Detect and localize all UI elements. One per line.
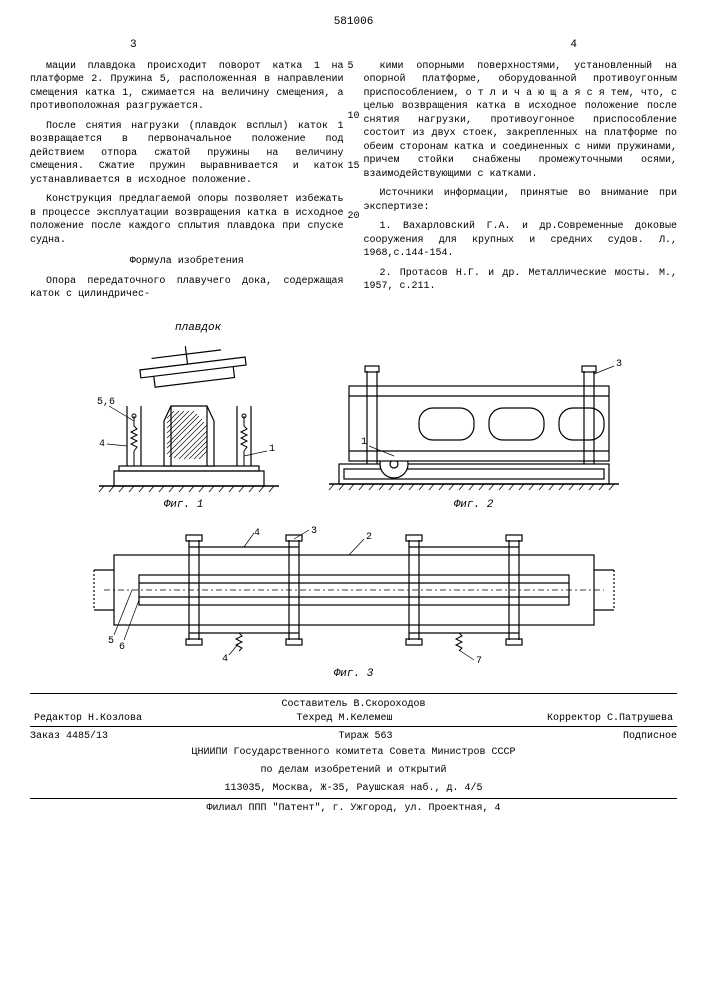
figures-section: плавдок 1 4 5,6 Фиг. 1 [30,316,677,683]
plavdok-label: плавдок [175,322,222,334]
fig3-num-4b: 4 [222,654,228,665]
footer: Составитель В.Скороходов Редактор Н.Козл… [30,693,677,816]
fig3-label: Фиг. 3 [334,667,374,682]
podpisnoe: Подписное [623,730,677,744]
line-number-markers: 5 10 15 20 [347,60,359,224]
figure-1: плавдок 1 4 5,6 Фиг. 1 [79,316,289,513]
document-number: 581006 [30,15,677,30]
figures-row-1: плавдок 1 4 5,6 Фиг. 1 [30,316,677,513]
left-p1: мации плавдока происходит поворот катка … [30,60,344,114]
fig2-num-3: 3 [616,359,622,370]
sources-title: Источники информации, принятые во вниман… [364,187,678,214]
right-column: кими опорными поверхностями, установленн… [364,60,678,308]
footer-row-3: Заказ 4485/13 Тираж 563 Подписное [30,726,677,744]
line-marker-10: 10 [347,110,359,124]
figure-1-svg: плавдок 1 4 5,6 [79,316,289,496]
fig2-label: Фиг. 2 [454,498,494,513]
fig3-num-2: 2 [366,532,372,543]
ref2: 2. Протасов Н.Г. и др. Металлические мос… [364,267,678,294]
fig3-num-3: 3 [311,526,317,537]
fig3-num-6: 6 [119,642,125,653]
left-p4: Опора передаточного плавучего дока, соде… [30,275,344,302]
sostavitel: Составитель В.Скороходов [281,698,425,712]
figure-3-svg: 2 3 4 7 5 6 4 [84,525,624,665]
tehred: Техред М.Келемеш [296,712,392,726]
figures-row-2: 2 3 4 7 5 6 4 Фиг. 3 [30,525,677,682]
fig1-num-4: 4 [99,439,105,450]
line-marker-5: 5 [347,60,359,74]
org2: по делам изобретений и открытий [30,762,677,780]
line-marker-20: 20 [347,210,359,224]
figure-2: 1 3 Фиг. 2 [319,316,629,513]
address: 113035, Москва, Ж-35, Раушская наб., д. … [30,780,677,798]
formula-title: Формула изобретения [30,255,344,269]
ref1: 1. Вахарловский Г.А. и др.Современные до… [364,220,678,261]
fig3-num-7: 7 [476,656,482,665]
fig1-label: Фиг. 1 [164,498,204,513]
page-container: 581006 3 4 5 10 15 20 мации плавдока про… [0,0,707,1000]
right-p1: кими опорными поверхностями, установленн… [364,60,678,182]
line-marker-15: 15 [347,160,359,174]
filial: Филиал ППП "Патент", г. Ужгород, ул. Про… [30,798,677,816]
fig1-num-56: 5,6 [97,397,115,408]
fig3-num-5: 5 [108,636,114,647]
figure-2-svg: 1 3 [319,316,629,496]
column-page-numbers: 3 4 [30,38,677,53]
fig1-num-1: 1 [269,444,275,455]
redaktor: Редактор Н.Козлова [34,712,142,726]
left-p2: После снятия нагрузки (плавдок всплыл) к… [30,120,344,188]
footer-row-2: Редактор Н.Козлова Техред М.Келемеш Корр… [30,712,677,726]
fig2-num-1: 1 [361,437,367,448]
page-left: 3 [130,38,137,53]
left-p3: Конструкция предлагаемой опоры позволяет… [30,193,344,247]
footer-row-1: Составитель В.Скороходов [30,698,677,712]
figure-3: 2 3 4 7 5 6 4 Фиг. 3 [84,525,624,682]
korrektor: Корректор С.Патрушева [547,712,673,726]
fig3-num-4t: 4 [254,528,260,539]
page-right: 4 [570,38,577,53]
zakaz: Заказ 4485/13 [30,730,108,744]
tirazh: Тираж 563 [338,730,392,744]
org1: ЦНИИПИ Государственного комитета Совета … [30,744,677,762]
left-column: мации плавдока происходит поворот катка … [30,60,344,308]
